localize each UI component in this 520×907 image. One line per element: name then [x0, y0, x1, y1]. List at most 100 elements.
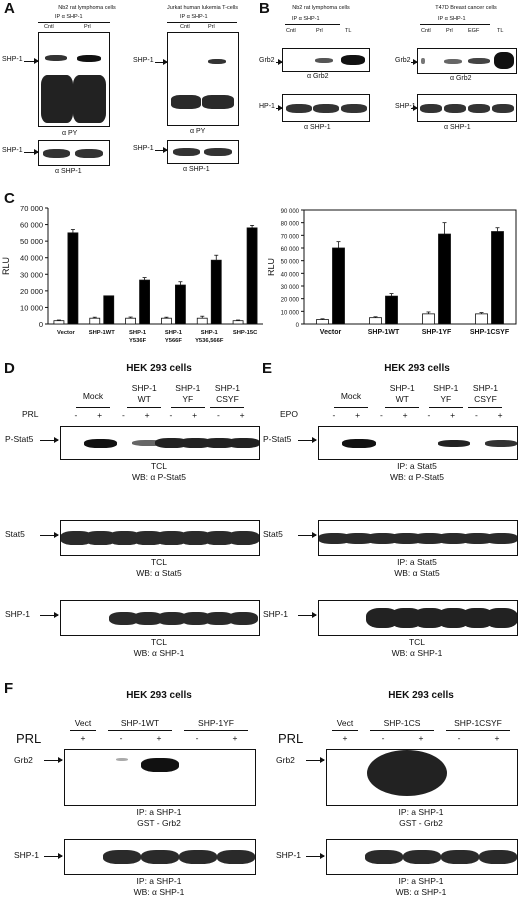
blot-caption: IP: a Stat5 [397, 461, 437, 471]
cell-line-title: T47D Breast cancer cells [435, 5, 497, 11]
group-underline [370, 730, 434, 731]
arrow-icon [276, 59, 283, 65]
cell-line-title: Nb2 rat lymphoma cells [292, 5, 350, 11]
treatment-label: PRL [278, 731, 304, 746]
y-tick-label: 40 000 [281, 272, 300, 278]
blot-shp1-nb2 [38, 140, 110, 166]
group-label: SHP-1WT [120, 718, 160, 728]
bar [53, 320, 65, 325]
bar [139, 279, 150, 325]
wb-label: α Grb2 [307, 73, 329, 80]
arrow-icon [40, 437, 59, 443]
bar [475, 313, 488, 325]
y-axis-label: RLU [268, 258, 276, 276]
category-label: SHP-1YF [422, 329, 452, 336]
treatment-sign: - [121, 410, 125, 420]
group-label: CSYF [474, 394, 497, 404]
band [103, 850, 141, 864]
category-label: Y536F [129, 338, 147, 344]
band-marker: SHP-1 [133, 57, 154, 64]
band-marker: P-Stat5 [5, 434, 34, 444]
group-label: SHP-1 [214, 383, 240, 393]
blot-caption: WB: α P-Stat5 [131, 472, 187, 482]
blot-shp1-nb2-b [282, 94, 370, 122]
lane-label: Prl [208, 24, 215, 30]
treatment-sign: - [427, 410, 431, 420]
arrow-icon [306, 853, 325, 859]
category-label: SHP-1 [201, 330, 219, 336]
lane-label: Prl [446, 28, 453, 34]
group-underline [385, 407, 420, 408]
blot-caption: IP: a Stat5 [397, 557, 437, 567]
treatment-sign: + [402, 410, 408, 420]
wb-label: α PY [190, 128, 206, 135]
bar [332, 247, 345, 325]
band [460, 532, 494, 544]
bar [385, 295, 398, 325]
blot-caption: IP: a SHP-1 [398, 807, 444, 817]
bar [89, 317, 101, 325]
band-marker: SHP-1 [263, 609, 289, 619]
panel-b-label: B [259, 0, 270, 17]
bar [246, 227, 258, 325]
bar [210, 259, 222, 325]
band [202, 438, 236, 448]
band [403, 850, 441, 864]
panel-title: HEK 293 cells [388, 690, 454, 701]
treatment-sign: - [74, 410, 78, 420]
blot-caption: IP: a SHP-1 [136, 876, 182, 886]
band-marker: Grb2 [14, 755, 33, 765]
category-label: SHP-1WT [368, 329, 400, 336]
arrow-icon [155, 147, 168, 153]
group-underline [184, 730, 248, 731]
blot-image [60, 600, 260, 636]
blot-grb2-nb2 [282, 48, 370, 72]
panel-a-label: A [4, 0, 15, 17]
blot-caption: WB: α SHP-1 [133, 887, 185, 897]
blot-image [60, 426, 260, 460]
lane-label: Cntl [421, 28, 431, 34]
ip-underline [420, 24, 490, 25]
category-label: SHP-15C [233, 330, 258, 336]
blot-caption: IP: a SHP-1 [398, 876, 444, 886]
treatment-sign: - [216, 410, 220, 420]
band-marker: Stat5 [5, 529, 25, 539]
y-tick-label: 0 [296, 323, 300, 329]
treatment-sign: - [474, 410, 478, 420]
category-label: Y536,566F [195, 338, 224, 344]
ip-label: IP α SHP-1 [180, 14, 208, 20]
lane-label: EGF [468, 28, 480, 34]
blot-image [318, 600, 518, 636]
band [155, 438, 189, 448]
panel-title: HEK 293 cells [126, 363, 192, 374]
bar [491, 231, 504, 325]
band-marker: Stat5 [263, 529, 283, 539]
band-marker: SHP-1 [276, 850, 302, 860]
arrow-icon [411, 59, 418, 65]
blot-shp1-t47d [417, 94, 517, 122]
blot-caption: WB: α SHP-1 [395, 887, 447, 897]
group-label: SHP-1 [389, 383, 415, 393]
category-label: SHP-1 [165, 330, 183, 336]
treatment-sign: + [97, 410, 103, 420]
blot-shp1-jurkat [167, 140, 239, 164]
bar [196, 317, 208, 325]
bar [369, 317, 382, 325]
group-label: SHP-1CSYF [454, 718, 502, 728]
band [141, 758, 179, 772]
band [156, 611, 187, 625]
group-label: SHP-1 [472, 383, 498, 393]
band [204, 611, 235, 625]
treatment-sign: - [457, 733, 461, 743]
band-marker: SHP-1 [133, 145, 154, 152]
treatment-sign: - [195, 733, 199, 743]
band [226, 531, 259, 545]
band-marker: HP-1 [259, 103, 275, 110]
group-label: WT [137, 394, 151, 404]
treatment-sign: - [169, 410, 173, 420]
wb-label: α SHP-1 [55, 168, 82, 175]
y-tick-label: 70 000 [20, 204, 43, 213]
lane-label: Cntl [44, 24, 54, 30]
blot-image [326, 749, 518, 806]
band-marker: SHP-1 [2, 147, 23, 154]
